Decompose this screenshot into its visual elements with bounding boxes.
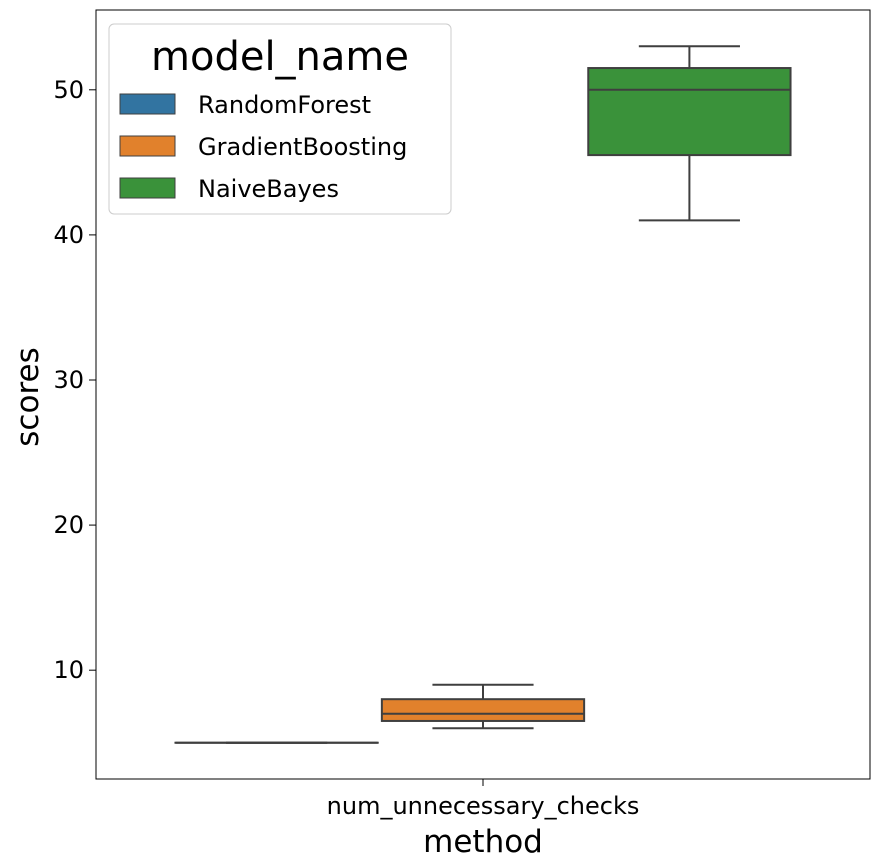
box-naivebayes: [587, 45, 792, 222]
legend-label-2: NaiveBayes: [198, 175, 339, 203]
y-axis-label: scores: [10, 347, 46, 446]
box-body: [587, 67, 792, 157]
legend-swatch-2: [119, 177, 176, 199]
legend-swatch-0: [119, 93, 176, 115]
y-tick-label-4: 50: [53, 76, 84, 104]
x-axis: num_unnecessary_checks: [327, 779, 640, 820]
y-tick-label-2: 30: [53, 366, 84, 394]
legend-title: model_name: [151, 34, 409, 80]
y-tick-label-3: 40: [53, 221, 84, 249]
legend: model_name RandomForest GradientBoosting N…: [108, 23, 452, 215]
legend-frame: [108, 23, 452, 215]
y-tick-label-0: 10: [53, 656, 84, 684]
boxes-layer: [174, 45, 792, 744]
box-gradientboosting: [380, 683, 586, 730]
x-axis-label: method: [423, 824, 543, 860]
legend-swatch-1: [119, 135, 176, 157]
y-tick-label-1: 20: [53, 511, 84, 539]
y-axis: 10 20 30 40 50: [53, 76, 96, 684]
legend-label-0: RandomForest: [198, 91, 371, 119]
x-tick-label-0: num_unnecessary_checks: [327, 792, 640, 820]
box-body: [380, 698, 586, 722]
legend-label-1: GradientBoosting: [198, 133, 407, 161]
